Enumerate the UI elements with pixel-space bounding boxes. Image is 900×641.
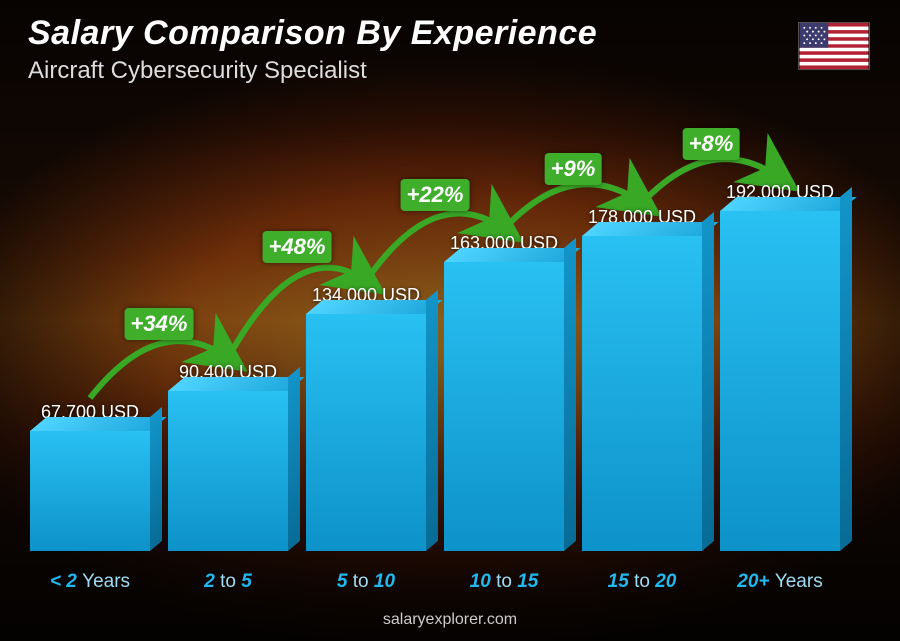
bar-3: 163,000 USD bbox=[444, 233, 564, 551]
page-title: Salary Comparison By Experience bbox=[28, 14, 597, 53]
x-label-3: 10 to 15 bbox=[444, 571, 564, 593]
bar-top-face bbox=[720, 197, 857, 211]
pct-badge-2: +48% bbox=[263, 231, 332, 263]
footer-credit: salaryexplorer.com bbox=[0, 611, 900, 629]
x-label-1: 2 to 5 bbox=[168, 571, 288, 593]
pct-badge-1: +34% bbox=[125, 308, 194, 340]
pct-badge-5: +8% bbox=[683, 128, 740, 160]
bar-front-face bbox=[30, 431, 150, 551]
bar-shape bbox=[582, 236, 702, 551]
bar-4: 178,000 USD bbox=[582, 207, 702, 551]
bar-side-face bbox=[426, 290, 438, 551]
bar-side-face bbox=[564, 238, 576, 551]
bar-top-face bbox=[168, 377, 305, 391]
bar-front-face bbox=[720, 211, 840, 551]
bar-shape bbox=[444, 262, 564, 551]
x-label-4: 15 to 20 bbox=[582, 571, 702, 593]
bar-side-face bbox=[150, 407, 162, 551]
bar-top-face bbox=[444, 248, 581, 262]
us-flag-icon bbox=[798, 22, 870, 70]
x-label-0: < 2 Years bbox=[30, 571, 150, 593]
bar-front-face bbox=[444, 262, 564, 551]
x-label-5: 20+ Years bbox=[720, 571, 840, 593]
pct-badge-4: +9% bbox=[545, 153, 602, 185]
x-axis-labels: < 2 Years 2 to 5 5 to 10 10 to 15 15 to 20 20… bbox=[30, 571, 840, 593]
page-subtitle: Aircraft Cybersecurity Specialist bbox=[28, 57, 597, 85]
bar-side-face bbox=[702, 212, 714, 551]
bar-shape bbox=[306, 314, 426, 551]
bar-0: 67,700 USD bbox=[30, 402, 150, 551]
bar-shape bbox=[720, 211, 840, 551]
bar-top-face bbox=[30, 417, 167, 431]
bar-front-face bbox=[306, 314, 426, 551]
header: Salary Comparison By Experience Aircraft… bbox=[28, 14, 597, 85]
bar-side-face bbox=[840, 187, 852, 551]
bar-shape bbox=[30, 431, 150, 551]
bar-side-face bbox=[288, 367, 300, 551]
bar-front-face bbox=[168, 391, 288, 551]
bar-5: 192,000 USD bbox=[720, 182, 840, 551]
bar-front-face bbox=[582, 236, 702, 551]
bar-2: 134,000 USD bbox=[306, 285, 426, 551]
bar-top-face bbox=[582, 222, 719, 236]
chart-container: Salary Comparison By Experience Aircraft… bbox=[0, 0, 900, 641]
bar-shape bbox=[168, 391, 288, 551]
x-label-2: 5 to 10 bbox=[306, 571, 426, 593]
bar-1: 90,400 USD bbox=[168, 362, 288, 551]
bar-top-face bbox=[306, 300, 443, 314]
pct-badge-3: +22% bbox=[401, 179, 470, 211]
